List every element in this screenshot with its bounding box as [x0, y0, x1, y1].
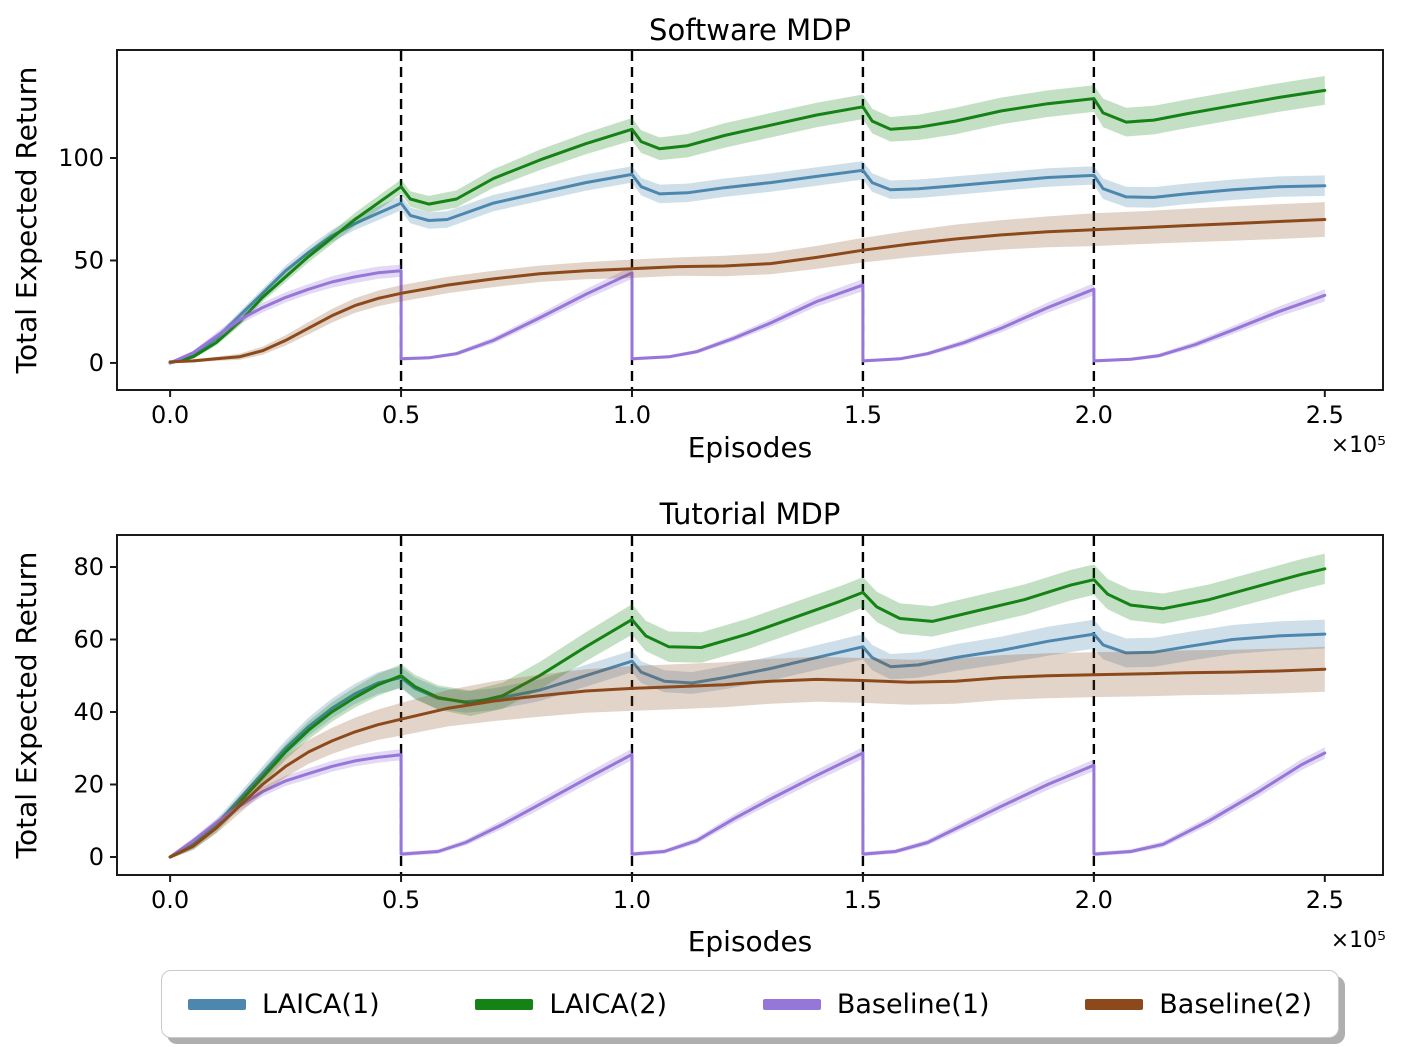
chart-1-title: Tutorial MDP	[659, 497, 841, 531]
x-tick-label: 2.5	[1306, 886, 1344, 914]
y-tick-label: 50	[73, 246, 104, 274]
x-tick-label: 1.0	[613, 886, 651, 914]
chart-1-y-axis-label: Total Expected Return	[10, 552, 43, 860]
y-tick-label: 100	[58, 144, 104, 172]
x-tick-label: 1.5	[844, 886, 882, 914]
series-laica-2-line	[168, 567, 1327, 859]
legend-item-laica-1: LAICA(1)	[188, 989, 380, 1020]
legend: LAICA(1) LAICA(2) Baseline(1) Baseline(2…	[161, 970, 1339, 1038]
chart-0-y-axis-label: Total Expected Return	[10, 67, 43, 375]
series-laica-1-band	[170, 161, 1325, 364]
charts-canvas: 0.0 0.5 1.0 1.5 2.0 2.5 0 50 100 0.0 0.5 1.0 1.5 2.0…	[10, 13, 1386, 958]
series-baseline-1-line	[168, 269, 1327, 365]
legend-swatch-laica-2-icon	[475, 998, 534, 1010]
x-tick-label: 2.5	[1306, 401, 1344, 429]
legend-item-baseline-1: Baseline(1)	[762, 988, 990, 1020]
plot-box	[116, 534, 1384, 876]
chart-1-x-axis-label: Episodes	[688, 925, 813, 958]
chart-0-x-axis-label: Episodes	[688, 431, 813, 464]
y-tick-label: 80	[73, 553, 104, 581]
y-tick-label: 0	[89, 349, 104, 377]
legend-item-laica-2: LAICA(2)	[475, 989, 667, 1020]
plot-box	[116, 49, 1384, 391]
x-tick-label: 1.0	[613, 401, 651, 429]
y-tick-label: 40	[73, 698, 104, 726]
x-tick-label: 2.0	[1075, 401, 1113, 429]
series-baseline-2-band	[170, 202, 1325, 363]
legend-swatch-baseline-2-icon	[1085, 998, 1144, 1010]
chart-software-mdp-layer: 0.0 0.5 1.0 1.5 2.0 2.5 0 50 100	[58, 49, 1384, 429]
series-laica-2-line	[168, 88, 1327, 365]
series-laica-1-line	[168, 168, 1327, 365]
legend-label-laica-2: LAICA(2)	[549, 988, 668, 1020]
y-tick-label: 20	[73, 770, 104, 798]
y-tick-label: 0	[89, 843, 104, 871]
legend-item-baseline-2: Baseline(2)	[1085, 989, 1312, 1020]
chart-0-title: Software MDP	[649, 13, 851, 47]
chart-1-x-offset-text: ×10⁵	[1331, 928, 1386, 953]
series-laica-2-band	[170, 76, 1325, 364]
legend-swatch-baseline-1-icon	[762, 998, 821, 1010]
legend-label-laica-1: LAICA(1)	[262, 988, 380, 1020]
y-tick-label: 60	[73, 626, 104, 654]
series-baseline-2-line	[168, 218, 1327, 364]
chart-0-x-offset-text: ×10⁵	[1331, 433, 1386, 458]
series-baseline-1-line	[168, 751, 1327, 859]
series-laica-1-line	[168, 632, 1327, 859]
series-baseline-2-band	[170, 646, 1325, 859]
legend-label-baseline-2: Baseline(2)	[1159, 988, 1312, 1020]
x-tick-label: 2.0	[1075, 886, 1113, 914]
series-baseline-2-line	[168, 667, 1327, 859]
x-tick-label: 0.0	[151, 886, 189, 914]
legend-swatch-laica-1-icon	[188, 998, 246, 1010]
chart-tutorial-mdp-layer: 0.0 0.5 1.0 1.5 2.0 2.5 0 20 40 60 80	[73, 534, 1384, 914]
x-tick-label: 0.0	[151, 401, 189, 429]
x-tick-label: 0.5	[382, 401, 420, 429]
legend-label-baseline-1: Baseline(1)	[836, 988, 990, 1020]
x-tick-label: 0.5	[382, 886, 420, 914]
x-tick-label: 1.5	[844, 401, 882, 429]
